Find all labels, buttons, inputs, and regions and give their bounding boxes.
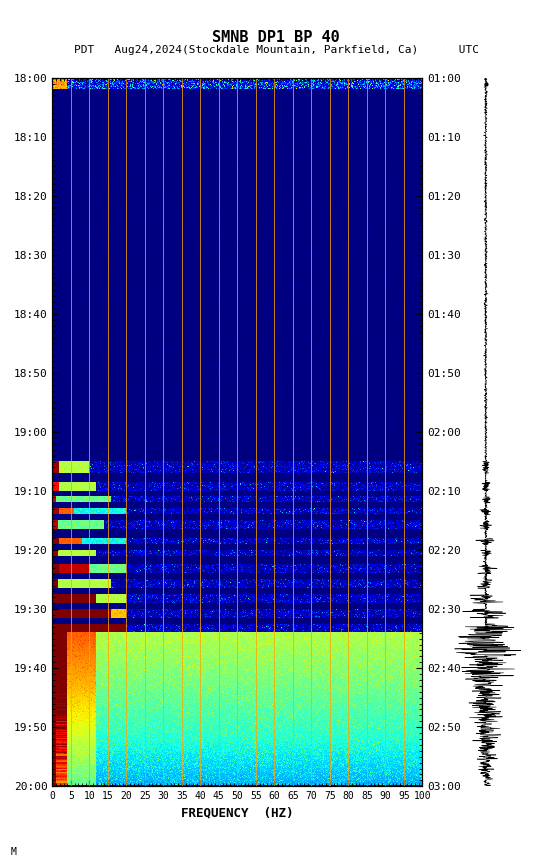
Text: M: M xyxy=(11,847,17,857)
X-axis label: FREQUENCY  (HZ): FREQUENCY (HZ) xyxy=(181,807,294,820)
Text: PDT   Aug24,2024(Stockdale Mountain, Parkfield, Ca)      UTC: PDT Aug24,2024(Stockdale Mountain, Parkf… xyxy=(73,45,479,55)
Text: SMNB DP1 BP 40: SMNB DP1 BP 40 xyxy=(212,30,340,45)
